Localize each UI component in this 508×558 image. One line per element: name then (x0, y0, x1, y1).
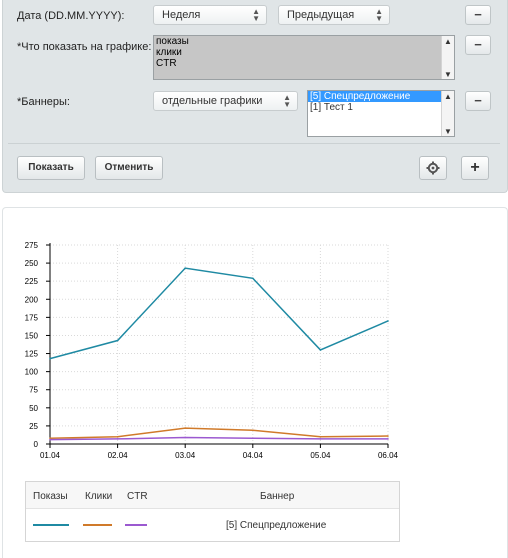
legend-banner-name: [5] Спецпредложение (226, 520, 327, 531)
legend-header-impressions: Показы (33, 491, 68, 502)
legend-swatch-clicks (83, 524, 112, 526)
banner-option-1[interactable]: [1] Тест 1 (310, 102, 353, 113)
banners-listbox[interactable]: [5] Спецпредложение [1] Тест 1 ▲ ▼ (307, 90, 455, 137)
period-offset-select[interactable]: Предыдущая ▲ ▼ (278, 5, 390, 25)
banner-mode-select[interactable]: отдельные графики ▲ ▼ (153, 91, 298, 111)
chart-legend: Показы Клики CTR Баннер [5] Спецпредложе… (25, 481, 400, 542)
legend-header-clicks: Клики (85, 491, 113, 502)
period-select[interactable]: Неделя ▲ ▼ (153, 5, 267, 25)
metric-option-ctr[interactable]: CTR (154, 58, 454, 69)
scroll-down-icon[interactable]: ▼ (444, 70, 452, 79)
listbox-scrollbar[interactable]: ▲ ▼ (441, 91, 454, 136)
banner-option-5[interactable]: [5] Спецпредложение (308, 91, 454, 102)
updown-icon: ▲ ▼ (252, 7, 260, 23)
cancel-button[interactable]: Отменить (95, 156, 163, 180)
add-filter-button[interactable]: + (461, 156, 489, 180)
legend-header (26, 482, 399, 509)
remove-banners-filter-button[interactable]: − (465, 91, 491, 111)
show-button[interactable]: Показать (17, 156, 85, 180)
scroll-down-icon[interactable]: ▼ (444, 127, 452, 136)
show-label: *Что показать на графике: (17, 41, 152, 53)
legend-swatch-impressions (33, 524, 69, 526)
gear-icon (426, 161, 440, 175)
scroll-up-icon[interactable]: ▲ (444, 37, 452, 46)
legend-swatch-ctr (125, 524, 147, 526)
metric-option-clicks[interactable]: клики (154, 47, 454, 58)
updown-icon: ▲ ▼ (283, 93, 291, 109)
date-label: Дата (DD.MM.YYYY): (17, 10, 125, 22)
settings-button[interactable] (419, 156, 447, 180)
remove-metrics-filter-button[interactable]: − (465, 35, 491, 55)
listbox-scrollbar[interactable]: ▲ ▼ (441, 36, 454, 79)
metric-option-impressions[interactable]: показы (154, 36, 454, 47)
remove-date-filter-button[interactable]: − (465, 5, 491, 25)
banners-label: *Баннеры: (17, 96, 70, 108)
metrics-listbox[interactable]: показы клики CTR ▲ ▼ (153, 35, 455, 80)
legend-header-banner: Баннер (260, 491, 295, 502)
legend-header-ctr: CTR (127, 491, 148, 502)
divider (8, 143, 500, 144)
scroll-up-icon[interactable]: ▲ (444, 92, 452, 101)
updown-icon: ▲ ▼ (375, 7, 383, 23)
